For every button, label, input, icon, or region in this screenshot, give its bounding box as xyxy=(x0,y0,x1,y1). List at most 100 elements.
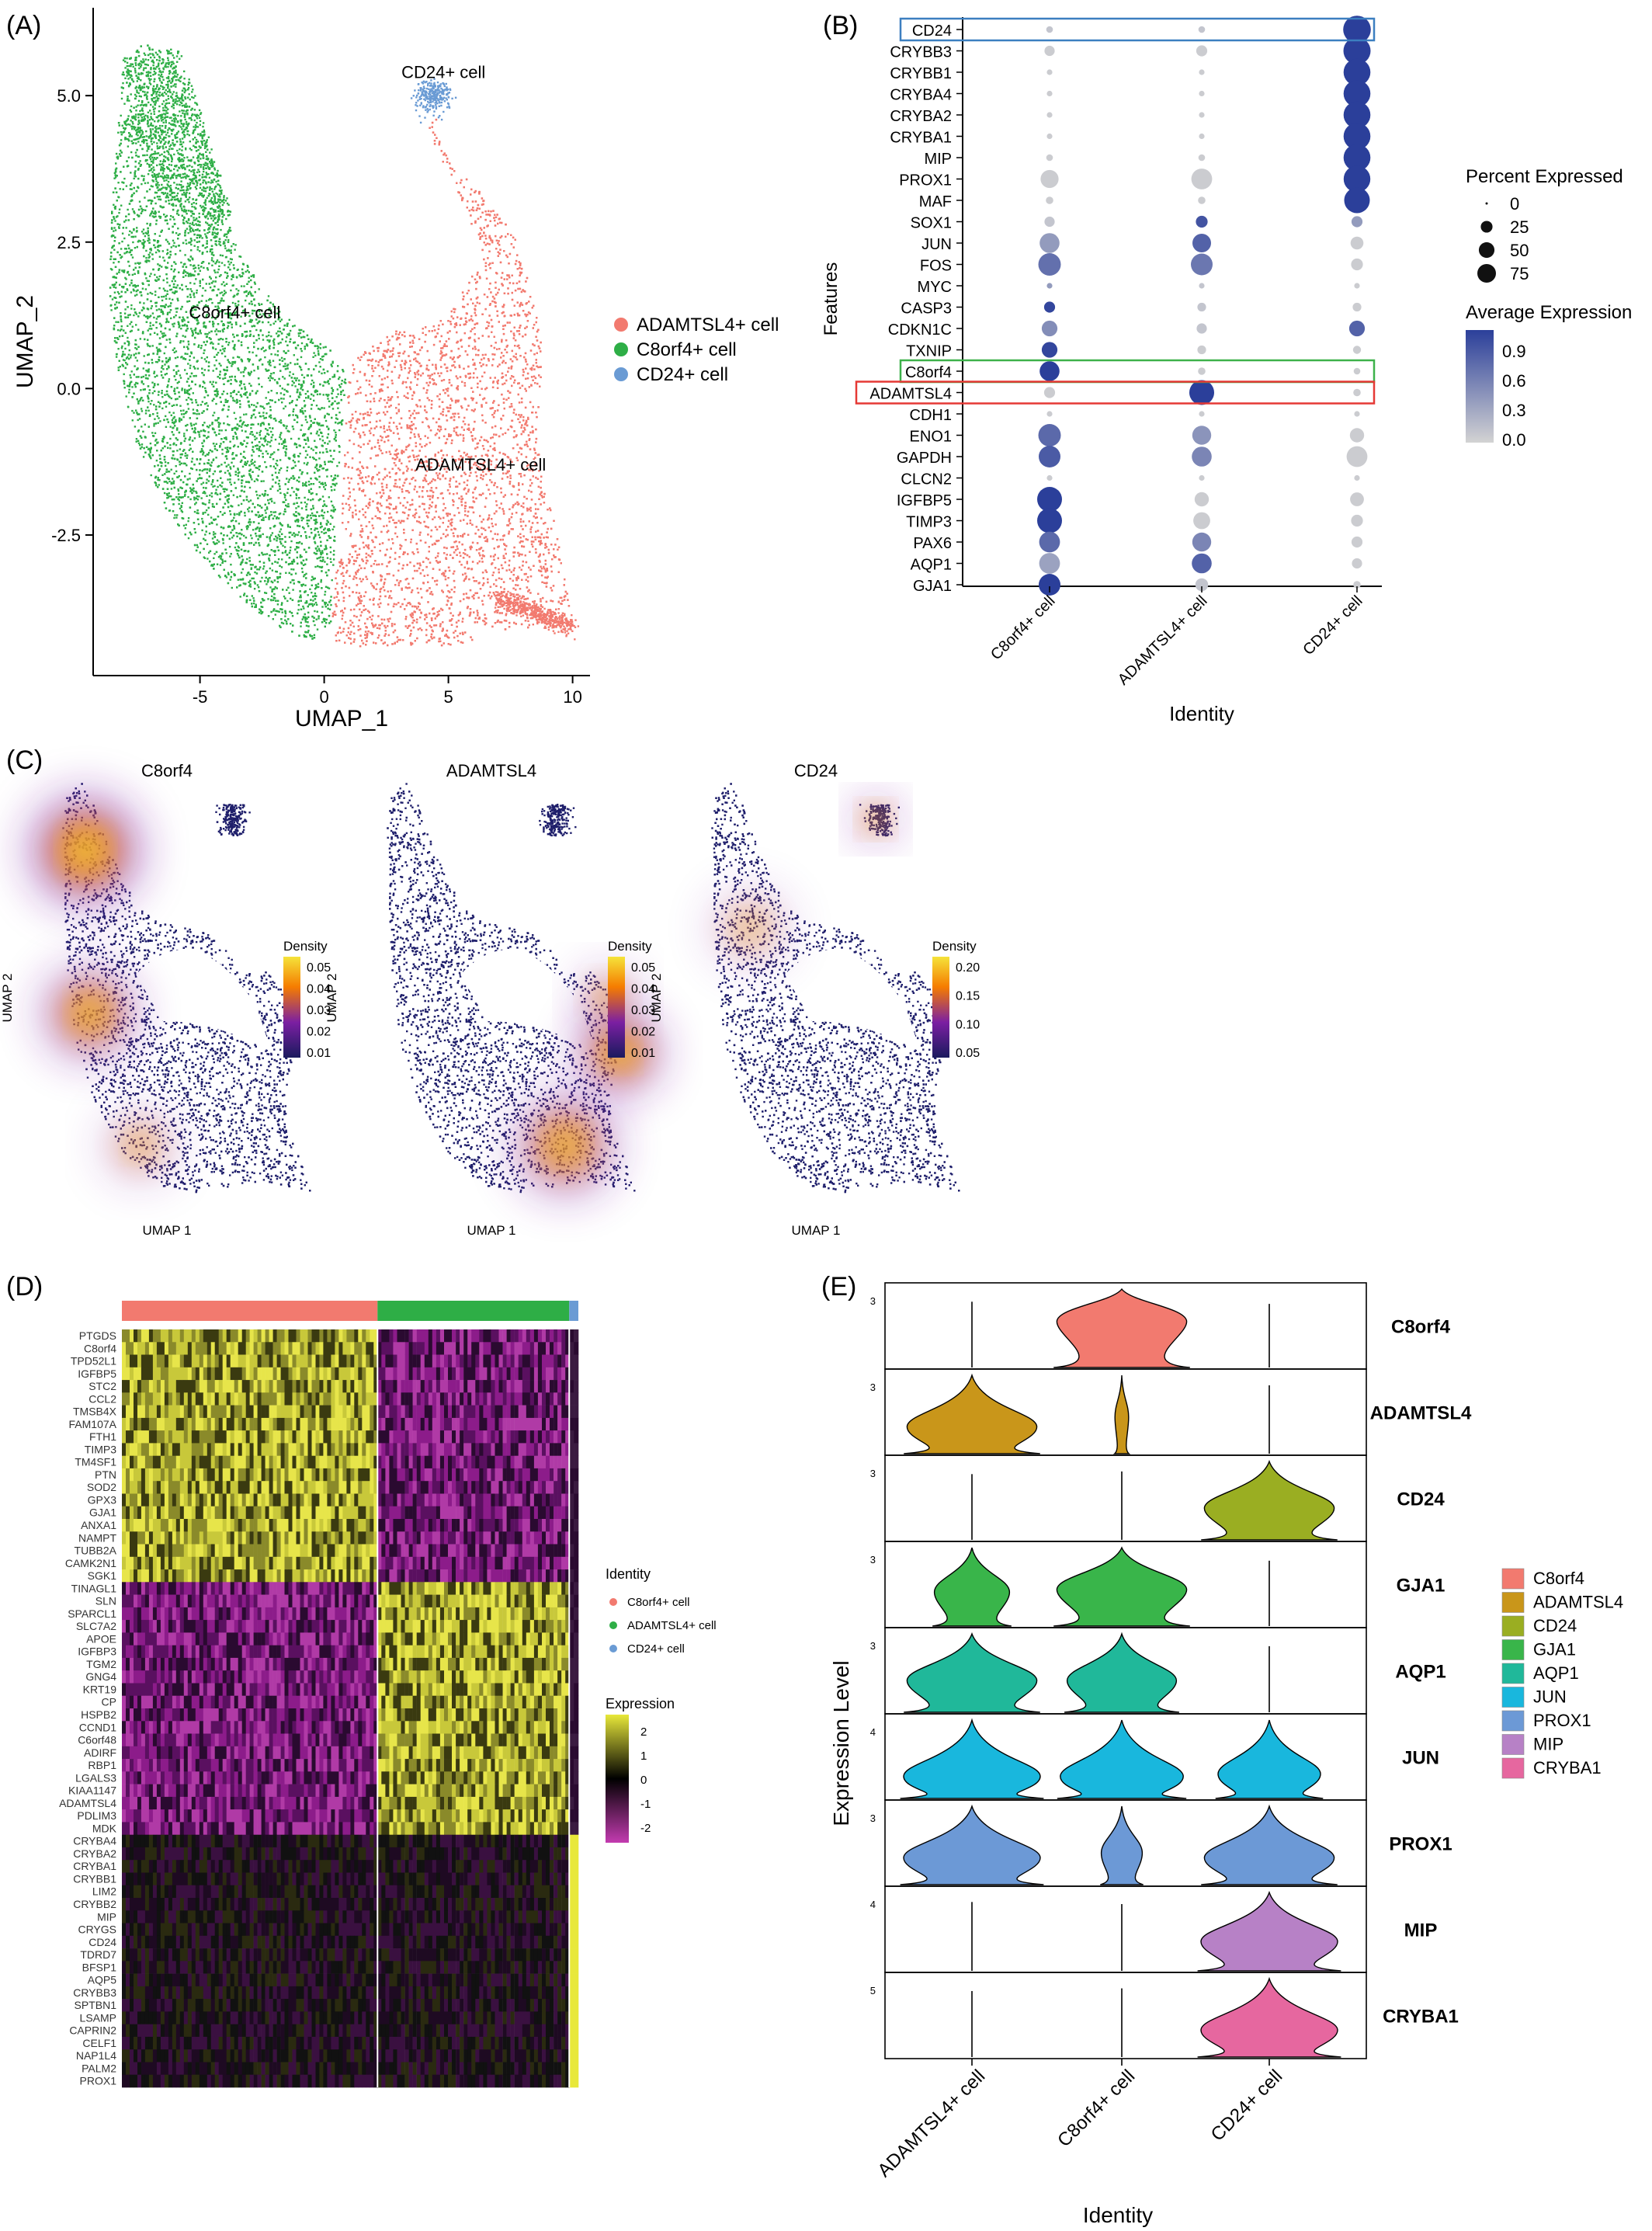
a-point xyxy=(220,397,221,398)
a-point xyxy=(338,412,340,413)
a-point xyxy=(165,426,167,428)
a-point xyxy=(300,356,302,358)
a-point xyxy=(229,546,231,547)
a-point xyxy=(333,558,335,560)
a-point xyxy=(221,262,223,263)
a-point xyxy=(291,534,293,536)
a-point xyxy=(243,285,245,287)
a-point xyxy=(167,249,168,251)
a-point xyxy=(230,579,231,580)
a-point xyxy=(168,378,170,380)
a-point xyxy=(223,542,224,544)
a-point xyxy=(265,436,266,437)
a-point xyxy=(147,318,148,319)
a-point xyxy=(262,415,264,416)
a-point xyxy=(273,502,275,503)
a-point xyxy=(238,290,239,291)
a-point xyxy=(143,383,144,384)
a-point xyxy=(324,488,326,490)
a-point xyxy=(151,432,153,433)
a-point xyxy=(269,360,270,361)
a-point xyxy=(259,448,260,450)
a-point xyxy=(154,419,155,420)
a-point xyxy=(309,589,311,590)
a-point xyxy=(333,550,335,551)
a-point xyxy=(206,356,208,358)
a-point xyxy=(227,470,228,471)
a-point xyxy=(197,346,199,348)
a-point xyxy=(338,429,340,431)
a-point xyxy=(185,230,186,231)
a-point xyxy=(265,512,266,513)
a-point xyxy=(230,290,231,291)
a-point xyxy=(149,276,151,277)
a-point xyxy=(300,473,302,474)
a-point xyxy=(217,352,219,353)
a-point xyxy=(221,453,223,454)
a-point xyxy=(157,263,158,265)
a-point xyxy=(283,398,284,399)
a-point xyxy=(150,443,151,444)
a-point xyxy=(323,394,324,395)
a-point xyxy=(307,462,308,464)
a-point xyxy=(172,349,174,351)
a-point xyxy=(278,472,279,474)
a-point xyxy=(171,164,172,165)
a-point xyxy=(262,334,263,335)
a-point xyxy=(113,230,114,231)
a-point xyxy=(166,290,168,292)
a-point xyxy=(202,386,203,387)
a-point xyxy=(318,617,319,619)
a-point xyxy=(269,445,271,447)
a-point xyxy=(318,457,320,459)
a-point xyxy=(213,364,215,366)
a-point xyxy=(314,529,315,530)
a-point xyxy=(330,515,331,516)
a-point xyxy=(185,455,186,457)
a-point xyxy=(333,429,335,431)
a-point xyxy=(335,432,336,433)
a-point xyxy=(303,607,304,609)
a-point xyxy=(193,296,195,297)
a-point xyxy=(180,328,182,329)
a-point xyxy=(217,486,218,488)
a-point xyxy=(241,503,242,505)
a-point xyxy=(179,448,181,450)
a-point xyxy=(210,251,211,252)
a-point xyxy=(137,360,138,361)
a-point xyxy=(322,517,324,519)
a-point xyxy=(226,277,227,279)
a-point xyxy=(249,524,251,526)
a-point xyxy=(203,397,205,398)
a-point xyxy=(196,203,197,204)
a-point xyxy=(224,290,225,291)
a-point xyxy=(235,474,237,475)
a-point xyxy=(179,396,180,398)
a-point xyxy=(248,383,250,384)
a-point xyxy=(279,531,280,533)
a-point xyxy=(326,619,328,620)
a-point xyxy=(330,558,331,560)
a-point xyxy=(220,464,222,465)
a-point xyxy=(177,356,179,358)
a-point xyxy=(255,329,257,331)
a-point xyxy=(304,564,306,565)
a-point xyxy=(213,381,214,383)
a-point xyxy=(162,250,164,252)
a-point xyxy=(129,265,130,266)
a-point xyxy=(168,298,170,300)
a-point xyxy=(128,358,130,360)
a-point xyxy=(126,395,127,397)
a-point xyxy=(240,371,241,373)
a-point xyxy=(175,83,176,85)
a-point xyxy=(329,609,331,610)
a-point xyxy=(201,301,203,302)
a-point xyxy=(233,517,234,519)
a-point xyxy=(246,295,248,297)
a-point xyxy=(281,566,283,568)
a-point xyxy=(331,479,333,481)
a-point xyxy=(269,324,271,325)
a-point xyxy=(331,475,332,477)
a-point xyxy=(304,410,306,412)
a-point xyxy=(168,403,170,405)
